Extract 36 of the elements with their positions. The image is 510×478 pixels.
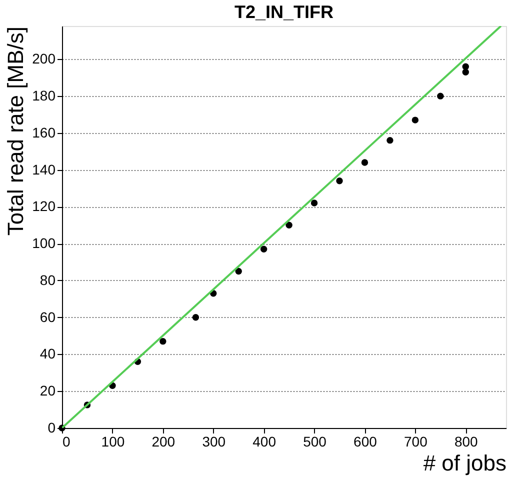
y-tick-label: 0: [48, 420, 56, 436]
point: [286, 222, 292, 229]
y-tick-label: 120: [32, 198, 56, 214]
point: [192, 314, 200, 321]
x-tick-label: 600: [354, 434, 378, 450]
chart-title: T2_IN_TIFR: [234, 2, 334, 22]
point: [386, 136, 394, 144]
x-tick-label: 700: [404, 434, 428, 450]
y-tick-label: 200: [32, 50, 56, 67]
x-axis-title: # of jobs: [423, 450, 506, 476]
point: [235, 268, 242, 275]
y-tick-label: 160: [32, 124, 56, 140]
y-tick-label: 40: [40, 346, 56, 362]
x-tick-label: 400: [252, 434, 276, 450]
point: [462, 68, 469, 76]
y-tick-label: 180: [32, 88, 56, 104]
point: [361, 159, 368, 166]
x-tick-label: 800: [454, 434, 478, 450]
x-tick-label: 500: [303, 434, 327, 450]
point: [260, 246, 268, 252]
y-axis-title: Total read rate [MB/s]: [3, 26, 28, 236]
point: [160, 338, 166, 345]
x-tick-label: 300: [202, 434, 226, 450]
y-tick-label: 20: [40, 382, 56, 399]
x-tick-label: 0: [62, 434, 70, 450]
y-tick-label: 80: [40, 272, 56, 288]
point: [462, 63, 469, 70]
point: [310, 200, 318, 206]
point: [437, 92, 444, 100]
point: [412, 116, 419, 124]
x-tick-label: 100: [101, 434, 125, 450]
x-tick-label: 200: [152, 434, 176, 450]
y-tick-label: 140: [32, 161, 56, 178]
y-tick-label: 60: [40, 308, 56, 325]
point: [336, 178, 343, 184]
y-tick-label: 100: [32, 235, 56, 252]
